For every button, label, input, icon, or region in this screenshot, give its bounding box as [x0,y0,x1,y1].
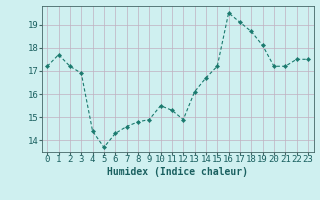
X-axis label: Humidex (Indice chaleur): Humidex (Indice chaleur) [107,167,248,177]
